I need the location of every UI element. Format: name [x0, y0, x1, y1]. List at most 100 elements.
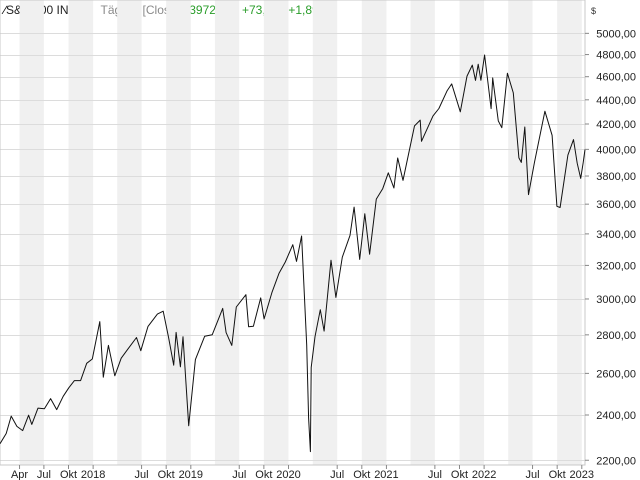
shaded-band-2 — [117, 0, 142, 465]
data-point-34 — [194, 358, 197, 361]
data-point-4 — [21, 429, 24, 432]
data-point-11 — [62, 395, 65, 398]
x-tick-label-12: 2021 — [374, 469, 398, 480]
data-point-78 — [446, 89, 449, 92]
data-point-90 — [500, 126, 503, 129]
data-point-57 — [319, 308, 322, 311]
data-point-95 — [523, 126, 526, 129]
data-point-80 — [459, 110, 462, 113]
data-point-88 — [491, 76, 494, 79]
data-point-33 — [187, 424, 190, 427]
data-point-68 — [381, 187, 384, 190]
data-point-63 — [353, 206, 356, 209]
x-tick-label-16: Jul — [526, 469, 540, 480]
data-point-52 — [305, 344, 308, 347]
data-point-87 — [490, 107, 493, 110]
x-tick-label-2: Okt — [60, 469, 77, 480]
data-point-51 — [300, 235, 303, 238]
data-point-62 — [349, 234, 352, 237]
data-point-5 — [27, 414, 30, 417]
data-point-37 — [221, 307, 224, 310]
data-point-29 — [172, 364, 175, 367]
data-point-74 — [419, 119, 422, 122]
y-tick-label-12: 4600,00 — [596, 72, 636, 84]
y-tick-label-6: 3400,00 — [596, 229, 636, 241]
data-point-89 — [497, 119, 500, 122]
x-tick-label-7: Jul — [232, 469, 246, 480]
data-point-64 — [358, 258, 361, 261]
y-tick-label-14: 5000,00 — [596, 28, 636, 40]
data-point-103 — [572, 138, 575, 141]
x-tick-label-15: 2022 — [472, 469, 496, 480]
data-point-76 — [432, 114, 435, 117]
data-point-31 — [179, 365, 182, 368]
data-point-43 — [252, 325, 255, 328]
y-tick-label-11: 4400,00 — [596, 95, 636, 107]
data-point-69 — [387, 171, 390, 174]
data-point-66 — [368, 253, 371, 256]
x-tick-label-10: Jul — [330, 469, 344, 480]
data-point-48 — [284, 261, 287, 264]
shaded-band-10 — [508, 0, 533, 465]
data-point-70 — [392, 187, 395, 190]
data-point-30 — [175, 331, 178, 334]
y-tick-label-7: 3600,00 — [596, 199, 636, 211]
data-point-28 — [167, 336, 170, 339]
shaded-band-6 — [312, 0, 338, 465]
data-point-85 — [479, 79, 482, 82]
x-tick-label-3: 2018 — [81, 469, 105, 480]
data-point-105 — [579, 177, 582, 180]
data-point-75 — [420, 140, 423, 143]
plot-frame — [0, 0, 586, 466]
data-point-40 — [235, 306, 238, 309]
data-point-100 — [555, 205, 558, 208]
data-point-101 — [559, 206, 562, 209]
data-point-92 — [512, 91, 515, 94]
data-point-25 — [147, 325, 150, 328]
data-point-8 — [43, 407, 46, 410]
data-point-24 — [139, 349, 142, 352]
data-point-9 — [49, 397, 52, 400]
shaded-band-11 — [557, 0, 582, 465]
data-point-44 — [259, 296, 262, 299]
data-point-10 — [55, 408, 58, 411]
data-point-38 — [225, 331, 228, 334]
data-point-0 — [0, 442, 2, 445]
data-point-16 — [91, 358, 94, 361]
data-point-17 — [98, 320, 101, 323]
data-point-65 — [363, 212, 366, 215]
data-point-55 — [310, 366, 313, 369]
data-point-94 — [520, 161, 523, 164]
data-point-83 — [474, 79, 477, 82]
data-point-39 — [230, 344, 233, 347]
x-tick-label-9: 2020 — [276, 469, 300, 480]
x-tick-label-13: Jul — [428, 469, 442, 480]
data-point-99 — [551, 134, 554, 137]
shaded-quarter-bands — [19, 0, 582, 465]
data-point-58 — [323, 330, 326, 333]
data-point-13 — [73, 379, 76, 382]
y-tick-label-2: 2600,00 — [596, 368, 636, 380]
data-point-23 — [135, 336, 138, 339]
currency-label: $ — [591, 6, 597, 16]
x-tick-label-17: Okt — [549, 469, 566, 480]
x-tick-label-8: Okt — [255, 469, 272, 480]
data-point-97 — [533, 161, 536, 164]
data-point-54 — [309, 450, 312, 453]
data-point-32 — [182, 335, 185, 338]
data-point-27 — [162, 310, 165, 313]
data-point-59 — [330, 259, 333, 262]
data-point-60 — [334, 296, 337, 299]
data-point-19 — [107, 344, 110, 347]
data-point-6 — [30, 423, 33, 426]
data-point-14 — [79, 379, 82, 382]
data-point-79 — [450, 82, 453, 85]
data-point-102 — [566, 154, 569, 157]
y-tick-label-13: 4800,00 — [596, 50, 636, 62]
x-tick-label-4: Jul — [135, 469, 149, 480]
y-axis-labels: 2200,00 2400,00 2600,00 2800,00 3000,00 3200,… — [585, 28, 636, 467]
data-point-72 — [402, 179, 405, 182]
x-tick-label-14: Okt — [451, 469, 468, 480]
data-point-98 — [543, 110, 546, 113]
